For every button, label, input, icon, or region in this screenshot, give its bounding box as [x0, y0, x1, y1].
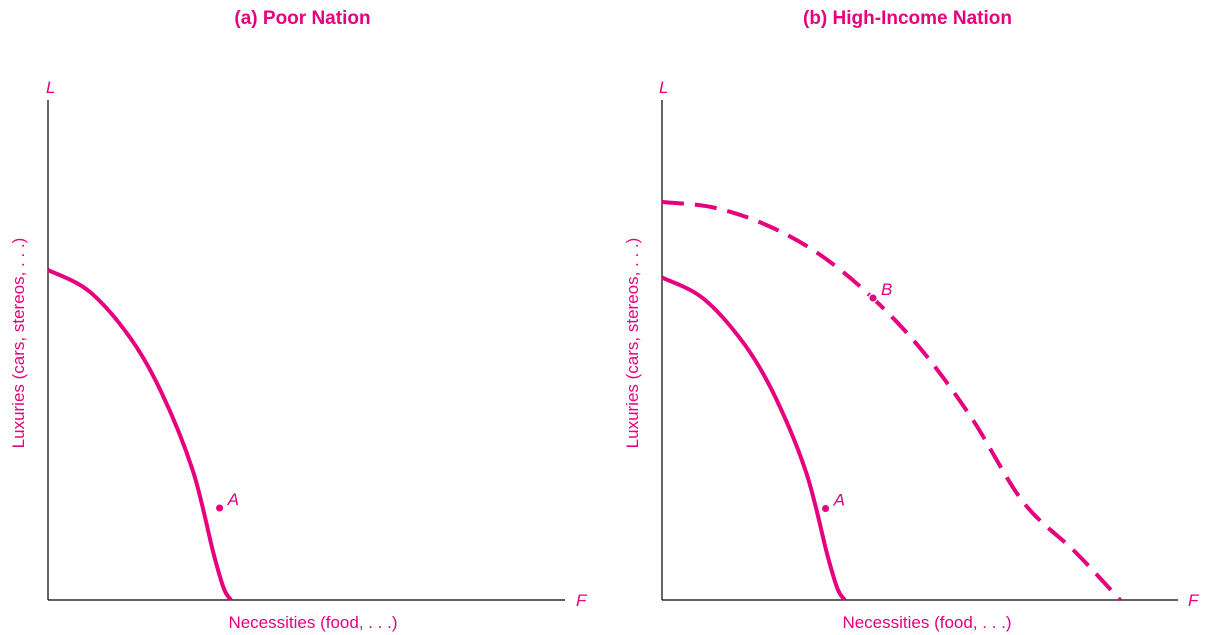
point-b-label: B — [881, 280, 892, 299]
chart-svg: L F Necessities (food, . . .) Luxuries (… — [623, 78, 1200, 632]
y-axis-title: Luxuries (cars, stereos, . . .) — [623, 238, 642, 449]
x-axis-title: Necessities (food, . . .) — [228, 613, 397, 632]
x-axis-letter: F — [576, 591, 588, 610]
y-axis-letter: L — [659, 78, 668, 97]
panel-poor-nation: (a) Poor Nation L F Necessities (food, .… — [9, 8, 588, 632]
x-axis-title: Necessities (food, . . .) — [842, 613, 1011, 632]
chart-svg: L F Necessities (food, . . .) Luxuries (… — [9, 78, 588, 632]
chart-title: (b) High-Income Nation — [803, 8, 1012, 29]
plot-layer: A — [47, 268, 239, 602]
ppf-curve-solid — [47, 268, 233, 602]
point-a-marker — [820, 503, 831, 514]
plot-layer: AB — [661, 200, 1122, 602]
panel-high-income-nation: (b) High-Income Nation L F Necessities (… — [605, 0, 1210, 635]
ppf-curve-solid — [661, 275, 847, 602]
point-b-marker — [868, 293, 878, 303]
x-axis-letter: F — [1188, 591, 1200, 610]
y-axis-letter: L — [46, 78, 55, 97]
y-axis-title: Luxuries (cars, stereos, . . .) — [9, 238, 28, 449]
point-a-label: A — [227, 490, 239, 509]
ppf-curve-dashed — [661, 200, 1122, 602]
point-a-label: A — [833, 491, 845, 510]
chart-title: (a) Poor Nation — [234, 8, 371, 29]
point-a-marker — [214, 503, 225, 513]
